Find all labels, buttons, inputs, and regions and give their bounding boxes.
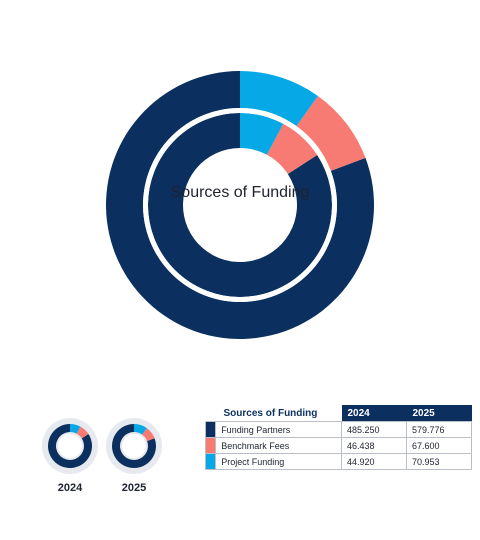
- mini-label-2024: 2024: [57, 482, 83, 494]
- outer-slice-2025-project-funding: [240, 71, 318, 127]
- table-header-2025: 2025: [406, 405, 472, 422]
- funding-table: Sources of Funding 2024 2025 Funding Par…: [204, 405, 472, 470]
- inner-slice-2024-project-funding: [240, 113, 284, 155]
- mini-hole: [122, 434, 146, 458]
- mini-slice-2025-benchmark-fees: [142, 428, 155, 442]
- table-header-row: Sources of Funding 2024 2025: [206, 405, 472, 422]
- swatch-funding-partners: [204, 421, 217, 438]
- chart-title: Sources of Funding: [170, 184, 310, 201]
- row-value-2025: 70.953: [406, 453, 472, 470]
- table-header-2024: 2024: [341, 405, 407, 422]
- mini-slice-2025-funding-partners: [112, 424, 156, 468]
- row-label: Project Funding: [215, 453, 342, 470]
- swatch-project-funding: [204, 453, 217, 470]
- table-row: Project Funding 44.920 70.953: [204, 453, 472, 470]
- mini-slice-2024-benchmark-fees: [76, 426, 89, 439]
- swatch-benchmark-fees: [204, 437, 217, 454]
- inner-slice-2024-funding-partners: [147, 113, 332, 297]
- table-row: Benchmark Fees 46.438 67.600: [204, 437, 472, 454]
- row-value-2025: 579.776: [406, 421, 472, 438]
- inner-slice-2024-benchmark-fees: [266, 123, 318, 174]
- table-row: Funding Partners 485.250 579.776: [204, 421, 472, 438]
- table-header-title: Sources of Funding: [223, 407, 318, 419]
- mini-slice-2025-project-funding: [134, 424, 147, 435]
- row-value-2024: 485.250: [341, 421, 407, 438]
- row-value-2025: 67.600: [406, 437, 472, 454]
- row-value-2024: 46.438: [341, 437, 407, 454]
- main-donut-chart: [105, 71, 375, 340]
- mini-label-2025: 2025: [121, 482, 147, 494]
- ring-separator: [143, 108, 337, 302]
- mini-donut-2024: [42, 418, 98, 474]
- row-label: Funding Partners: [215, 421, 342, 438]
- row-label: Benchmark Fees: [215, 437, 342, 454]
- mini-hole: [58, 434, 82, 458]
- outer-slice-2025-benchmark-fees: [296, 95, 366, 171]
- mini-donut-2025: [106, 418, 162, 474]
- mini-slice-2024-funding-partners: [48, 424, 92, 468]
- row-value-2024: 44.920: [341, 453, 407, 470]
- mini-slice-2024-project-funding: [70, 424, 81, 434]
